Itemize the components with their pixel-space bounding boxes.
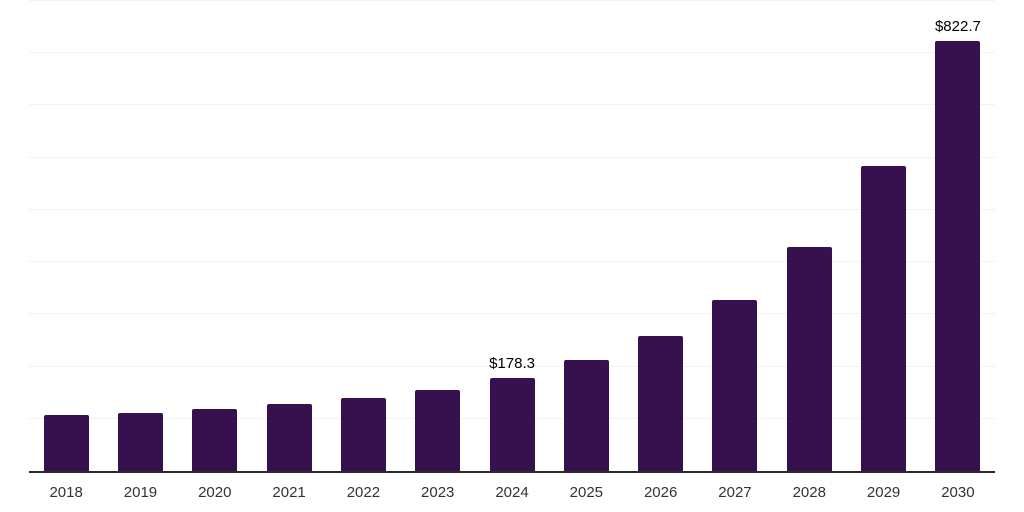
bar-slot-2030: $822.7: [921, 1, 995, 471]
bar-2025: [563, 360, 609, 471]
bar-slot-2028: [772, 1, 846, 471]
gridline-600: [29, 156, 995, 158]
x-tick-2023: 2023: [421, 484, 455, 501]
bar-2018: [43, 415, 89, 471]
gridline-800: [29, 52, 995, 54]
bar-2019: [117, 412, 163, 471]
bar-slot-2026: [624, 1, 698, 471]
x-tick-2027: 2027: [718, 484, 752, 501]
gridline-700: [29, 104, 995, 106]
x-tick-2029: 2029: [866, 484, 901, 501]
gridline-500: [29, 208, 995, 210]
bar-2020: [192, 408, 238, 471]
bar-slot-2020: [178, 1, 252, 471]
bar-slot-2018: [29, 1, 103, 471]
value-label-2030: $822.7: [934, 18, 981, 36]
plot-area: $178.3 $822.7: [29, 0, 995, 473]
bar-2028: [786, 247, 832, 471]
x-tick-2026: 2026: [643, 484, 678, 501]
bar-2029: [861, 166, 907, 471]
x-tick-2019: 2019: [123, 484, 158, 501]
gridline-200: [29, 365, 995, 367]
gridline-900: [29, 0, 995, 1]
gridline-300: [29, 313, 995, 315]
bar-2024: [489, 377, 535, 471]
gridline-400: [29, 261, 995, 263]
bar-slot-2027: [698, 1, 772, 471]
bars-layer: $178.3 $822.7: [29, 1, 995, 471]
x-tick-2018: 2018: [49, 484, 83, 501]
x-tick-2021: 2021: [272, 484, 306, 501]
bar-slot-2022: [326, 1, 400, 471]
bar-2022: [340, 397, 386, 471]
bar-2027: [712, 300, 758, 471]
x-tick-2024: 2024: [495, 484, 529, 501]
x-tick-2022: 2022: [346, 484, 381, 501]
bar-slot-2019: [103, 1, 177, 471]
bar-slot-2025: [549, 1, 623, 471]
x-axis: 2018 2019 2020 2021 2022 2023 2024 2025 2026 2027…: [29, 473, 995, 500]
value-label-2024: $178.3: [489, 354, 535, 372]
bar-slot-2029: [846, 1, 920, 471]
bar-2021: [266, 403, 312, 471]
x-tick-2020: 2020: [198, 484, 232, 501]
bar-slot-2023: [401, 1, 475, 471]
bar-2026: [638, 336, 684, 471]
bar-slot-2024: $178.3: [475, 1, 549, 471]
bar-slot-2021: [252, 1, 326, 471]
x-tick-2028: 2028: [792, 484, 826, 501]
bar-2030: [935, 41, 981, 471]
x-tick-2030: 2030: [941, 484, 975, 501]
bar-2023: [415, 389, 461, 471]
x-tick-2025: 2025: [569, 484, 604, 501]
